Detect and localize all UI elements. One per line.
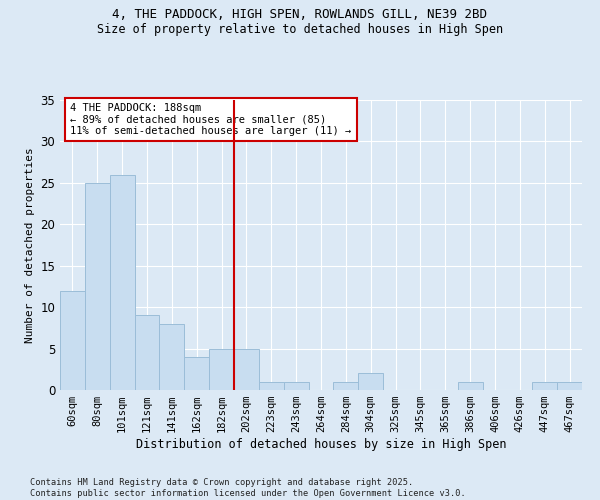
Bar (60, 290, 85, 390)
Text: Contains HM Land Registry data © Crown copyright and database right 2025.
Contai: Contains HM Land Registry data © Crown c… (30, 478, 466, 498)
Bar (557, 382, 582, 390)
Bar (134, 316, 160, 390)
Bar (358, 374, 383, 390)
Bar (532, 382, 557, 390)
Bar (209, 348, 234, 390)
Bar (458, 382, 482, 390)
Bar (110, 174, 134, 390)
Bar (160, 324, 184, 390)
Bar (259, 382, 284, 390)
Text: Size of property relative to detached houses in High Spen: Size of property relative to detached ho… (97, 22, 503, 36)
X-axis label: Distribution of detached houses by size in High Spen: Distribution of detached houses by size … (136, 438, 506, 451)
Bar (184, 357, 209, 390)
Y-axis label: Number of detached properties: Number of detached properties (25, 147, 35, 343)
Bar (85, 183, 110, 390)
Bar (334, 382, 358, 390)
Text: 4, THE PADDOCK, HIGH SPEN, ROWLANDS GILL, NE39 2BD: 4, THE PADDOCK, HIGH SPEN, ROWLANDS GILL… (113, 8, 487, 20)
Bar (284, 382, 308, 390)
Text: 4 THE PADDOCK: 188sqm
← 89% of detached houses are smaller (85)
11% of semi-deta: 4 THE PADDOCK: 188sqm ← 89% of detached … (70, 103, 352, 136)
Bar (234, 348, 259, 390)
